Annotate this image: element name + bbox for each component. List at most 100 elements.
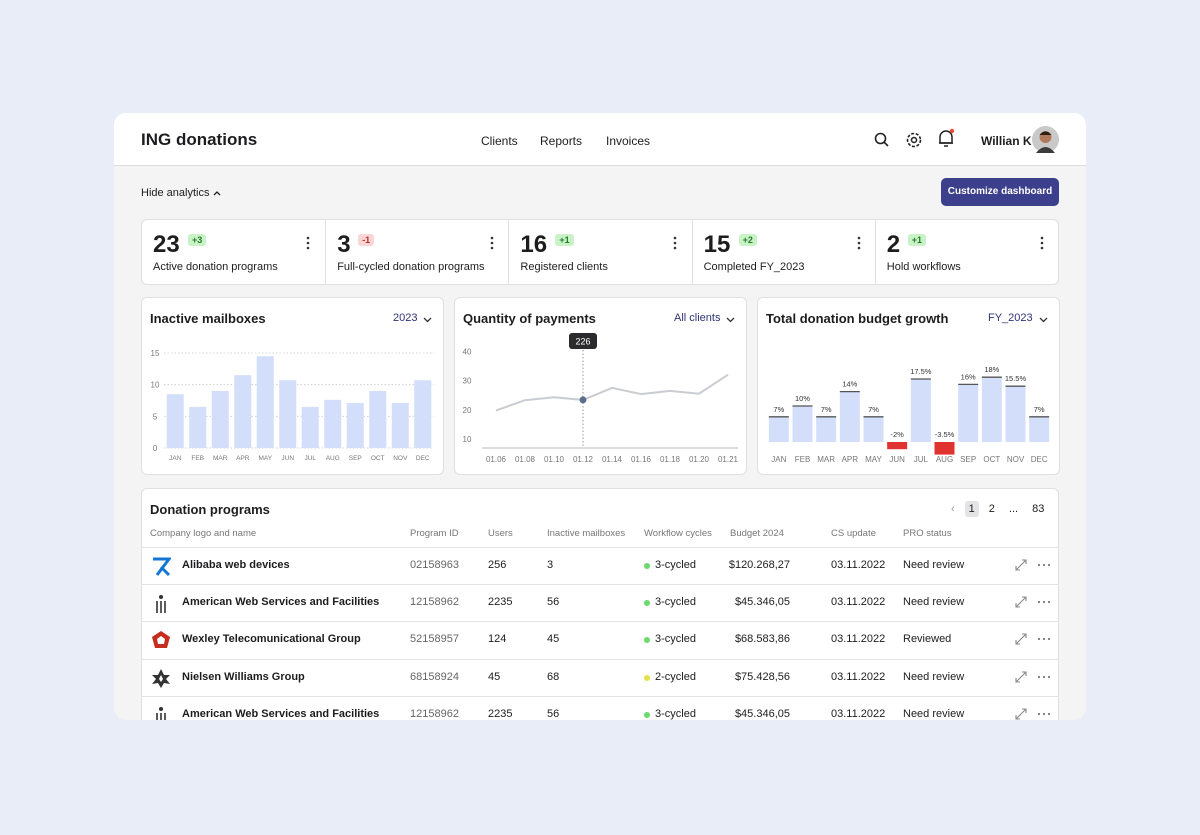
dot: [857, 236, 860, 240]
dot: [490, 236, 494, 240]
logo: [153, 557, 171, 577]
user-name[interactable]: Willian K: [981, 134, 1032, 148]
chart-card: Total donation budget growth FY_2023 7% JAN…: [757, 297, 1060, 475]
expand-icon[interactable]: [1015, 596, 1027, 608]
company-name[interactable]: Nielsen Williams Group: [182, 670, 305, 683]
search-icon[interactable]: [873, 131, 891, 149]
chevron: [423, 317, 432, 323]
dot: [1037, 675, 1041, 678]
bar: [391, 403, 409, 448]
row-menu[interactable]: [1037, 636, 1051, 642]
value-label: 15.5%: [1005, 374, 1027, 383]
status-dot: [644, 674, 650, 681]
company-name[interactable]: American Web Services and Facilities: [182, 707, 380, 720]
chart: 10 20 30 40 01.06 01.08 01.10 01.12 01.14 01.16 01…: [463, 333, 739, 464]
row-menu[interactable]: [1037, 562, 1051, 568]
expand-icon[interactable]: [1015, 559, 1027, 571]
table-cell: 2235: [488, 596, 513, 609]
dashboard: ING donations Clients Reports Invoices W…: [114, 113, 1086, 720]
more-menu[interactable]: [856, 236, 862, 250]
expand-icon[interactable]: [1015, 708, 1027, 720]
bar: [887, 442, 908, 450]
y-tick-label: 15: [151, 349, 160, 358]
row-divider: [142, 547, 1058, 548]
table-cell: 52158957: [410, 633, 459, 646]
x-tick-label: AUG: [326, 455, 340, 462]
page-link[interactable]: 2: [988, 503, 995, 515]
status-dot: [644, 711, 650, 718]
page-link[interactable]: 1: [964, 501, 979, 517]
value-label: -3.5%: [935, 430, 955, 439]
x-tick-label: OCT: [983, 455, 1000, 464]
nav-link[interactable]: Reports: [540, 134, 583, 148]
chart-filter[interactable]: All clients: [674, 312, 721, 324]
row-menu[interactable]: [1037, 711, 1051, 717]
x-tick-label: APR: [236, 455, 250, 462]
dot: [1042, 675, 1046, 678]
avatar[interactable]: [1032, 126, 1059, 153]
table-cell: 12158962: [410, 707, 459, 720]
bar: [910, 379, 931, 442]
dot: [490, 241, 494, 245]
table-cell: 45: [488, 670, 501, 683]
company-logo: [152, 668, 170, 688]
x-tick-label: MAR: [817, 455, 835, 464]
company-name[interactable]: American Web Services and Facilities: [182, 596, 380, 609]
x-tick-label: APR: [842, 455, 859, 464]
stat-label: Completed FY_2023: [703, 261, 805, 273]
page-next[interactable]: ›: [1054, 503, 1058, 515]
settings-icon[interactable]: [905, 131, 923, 149]
line: [495, 373, 729, 412]
more-menu[interactable]: [305, 236, 311, 250]
chart-filter[interactable]: 2023: [393, 312, 418, 324]
bar: [301, 406, 319, 448]
company-name[interactable]: Alibaba web devices: [182, 559, 290, 571]
nav-link[interactable]: Invoices: [606, 134, 651, 148]
customize-button[interactable]: Customize dashboard: [941, 178, 1059, 206]
company-name[interactable]: Wexley Telecomunicational Group: [182, 633, 361, 646]
bar: [189, 406, 207, 448]
bar: [324, 399, 342, 448]
company-logo: [156, 595, 166, 614]
table-cell: 12158962: [410, 596, 459, 609]
nav-link[interactable]: Clients: [481, 134, 518, 148]
row-divider: [142, 584, 1058, 586]
table-cell: 03.11.2022: [831, 633, 886, 646]
stat-value: 23: [153, 231, 180, 258]
chart-filter[interactable]: FY_2023: [988, 312, 1033, 324]
bar: [958, 384, 979, 442]
expand-icon[interactable]: [1015, 633, 1027, 645]
row-menu[interactable]: [1037, 599, 1051, 605]
dot: [1047, 601, 1051, 604]
value-label: 18%: [984, 365, 999, 374]
table-cell: $75.428,56: [734, 670, 790, 683]
row-menu[interactable]: [1037, 674, 1051, 680]
x-tick-label: JAN: [169, 455, 182, 462]
x-tick-label: AUG: [936, 455, 953, 464]
x-tick-label: NOV: [1007, 455, 1025, 464]
logo: [159, 595, 163, 600]
more-menu[interactable]: [672, 236, 678, 250]
page-prev[interactable]: ‹: [951, 503, 955, 515]
x-tick-label: OCT: [371, 455, 385, 462]
table-cell: 3: [547, 559, 554, 571]
chart-title: Quantity of payments: [463, 311, 596, 326]
x-tick-label: MAR: [213, 455, 228, 462]
page-link[interactable]: ...: [1008, 503, 1019, 515]
dot: [1040, 241, 1044, 245]
analytics-toggle[interactable]: Hide analytics: [141, 187, 221, 199]
dot: [1037, 563, 1041, 567]
dot: [1047, 638, 1051, 641]
table-title: Donation programs: [150, 502, 270, 517]
more-menu[interactable]: [489, 236, 495, 250]
notification-icon[interactable]: [936, 128, 956, 148]
expand-icon[interactable]: [1015, 671, 1027, 683]
table-cell: 3-cycled: [655, 633, 696, 646]
logo: [152, 668, 170, 688]
page-link[interactable]: 83: [1032, 503, 1045, 515]
bar: [768, 416, 789, 442]
more-menu[interactable]: [1039, 236, 1045, 250]
value-label: 10%: [795, 394, 810, 403]
table-cell: 68158924: [410, 670, 459, 683]
y-tick-label: 20: [463, 406, 472, 415]
